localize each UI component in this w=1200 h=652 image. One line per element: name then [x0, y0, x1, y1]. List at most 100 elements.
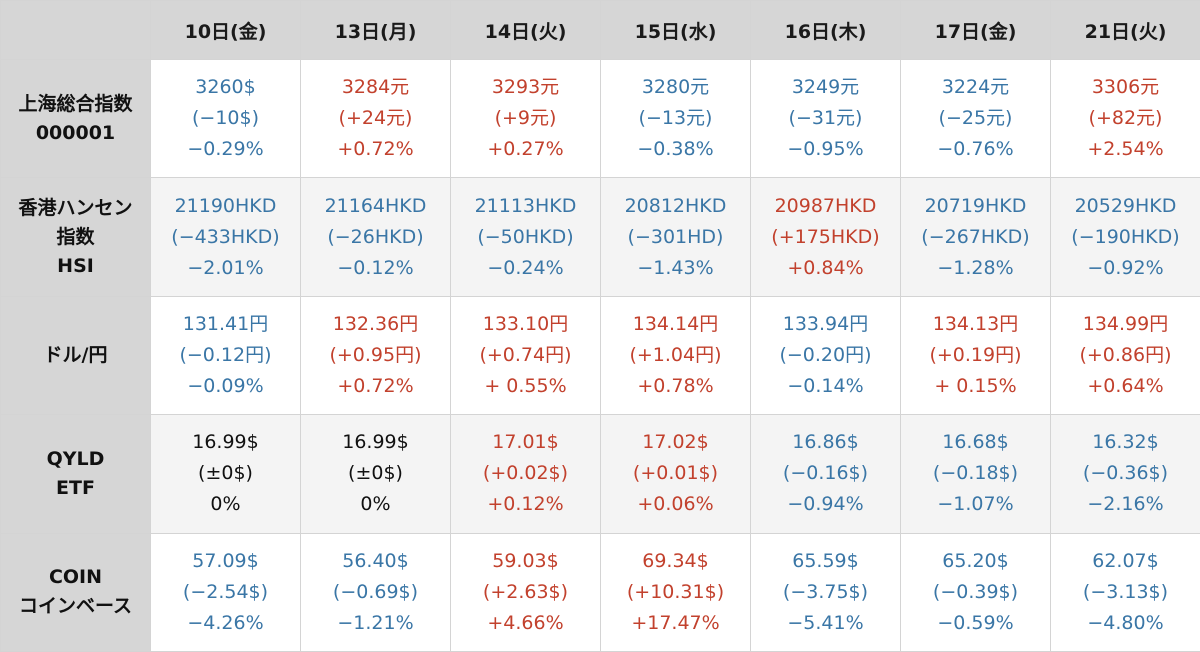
percent-change: +2.54% — [1087, 138, 1164, 161]
price-value: 16.32$ — [1092, 431, 1159, 454]
day-header: 15日(水) — [600, 0, 751, 60]
instrument-label-line: ドル/円 — [43, 343, 108, 366]
instrument-row: QYLD ETF 16.99$ (±0$) 0% 16.99$ (±0$) 0% 17.01$ (… — [0, 414, 1200, 534]
price-change: (+0.02$) — [482, 462, 569, 485]
price-change: (+10.31$) — [626, 580, 725, 603]
percent-change: +0.78% — [637, 374, 714, 397]
price-value: 21190HKD — [174, 194, 277, 217]
instrument-row: 香港ハンセン 指数 HSI 21190HKD (−433HKD) −2.01% 21164H… — [0, 177, 1200, 297]
price-value: 16.86$ — [792, 431, 859, 454]
price-value: 3293元 — [491, 76, 560, 99]
header-row: 10日(金) 13日(月) 14日(火) 15日(水) 16日(木) 17日(金… — [0, 0, 1200, 60]
price-value: 20812HKD — [624, 194, 727, 217]
price-change: (+2.63$) — [482, 580, 569, 603]
price-change: (+0.74円) — [479, 343, 572, 366]
price-value: 17.02$ — [642, 431, 709, 454]
instrument-label: QYLD ETF — [0, 414, 151, 534]
day-header: 16日(木) — [750, 0, 901, 60]
price-cell: 20719HKD (−267HKD) −1.28% — [900, 177, 1051, 297]
price-cell: 69.34$ (+10.31$) +17.47% — [600, 532, 751, 652]
price-value: 134.13円 — [932, 312, 1019, 335]
price-value: 16.99$ — [342, 431, 409, 454]
price-change: (−0.12円) — [179, 343, 272, 366]
price-value: 3280元 — [641, 76, 710, 99]
price-change: (−26HKD) — [327, 225, 424, 248]
price-value: 62.07$ — [1092, 549, 1159, 572]
price-cell: 59.03$ (+2.63$) +4.66% — [450, 532, 601, 652]
price-value: 57.09$ — [192, 549, 259, 572]
price-change: (−267HKD) — [921, 225, 1030, 248]
price-change: (−0.16$) — [782, 462, 869, 485]
market-body: 上海総合指数 000001 3260$ (−10$) −0.29% 3284元 (+24元)… — [0, 58, 1200, 652]
price-cell: 17.02$ (+0.01$) +0.06% — [600, 414, 751, 534]
percent-change: +0.12% — [487, 493, 564, 516]
price-change: (−3.75$) — [782, 580, 869, 603]
price-change: (+24元) — [338, 107, 413, 130]
price-cell: 20529HKD (−190HKD) −0.92% — [1050, 177, 1200, 297]
percent-change: +0.84% — [787, 256, 864, 279]
price-value: 20719HKD — [924, 194, 1027, 217]
price-value: 132.36円 — [332, 312, 419, 335]
price-cell: 134.99円 (+0.86円) +0.64% — [1050, 295, 1200, 416]
percent-change: −0.94% — [787, 493, 864, 516]
price-change: (−13元) — [638, 107, 713, 130]
corner-cell — [0, 0, 151, 60]
price-cell: 16.99$ (±0$) 0% — [150, 414, 301, 534]
percent-change: +0.27% — [487, 138, 564, 161]
instrument-label: 上海総合指数 000001 — [0, 58, 151, 179]
price-value: 3249元 — [791, 76, 860, 99]
price-value: 20529HKD — [1074, 194, 1177, 217]
price-cell: 20812HKD (−301HD) −1.43% — [600, 177, 751, 297]
percent-change: −0.09% — [187, 374, 264, 397]
percent-change: −0.95% — [787, 138, 864, 161]
percent-change: −2.01% — [187, 256, 264, 279]
price-cell: 3306元 (+82元) +2.54% — [1050, 58, 1200, 179]
price-cell: 133.94円 (−0.20円) −0.14% — [750, 295, 901, 416]
price-cell: 17.01$ (+0.02$) +0.12% — [450, 414, 601, 534]
price-cell: 20987HKD (+175HKD) +0.84% — [750, 177, 901, 297]
price-value: 3284元 — [341, 76, 410, 99]
percent-change: −1.21% — [337, 611, 414, 634]
instrument-label: COIN コインベース — [0, 532, 151, 652]
price-value: 16.68$ — [942, 431, 1009, 454]
day-header: 13日(月) — [300, 0, 451, 60]
price-change: (−50HKD) — [477, 225, 574, 248]
percent-change: −1.43% — [637, 256, 714, 279]
day-header: 10日(金) — [150, 0, 301, 60]
price-change: (−0.69$) — [332, 580, 419, 603]
price-cell: 57.09$ (−2.54$) −4.26% — [150, 532, 301, 652]
price-change: (+1.04円) — [629, 343, 722, 366]
percent-change: +0.64% — [1087, 374, 1164, 397]
percent-change: −0.14% — [787, 374, 864, 397]
price-change: (−25元) — [938, 107, 1013, 130]
percent-change: +0.72% — [337, 374, 414, 397]
price-value: 20987HKD — [774, 194, 877, 217]
percent-change: −0.59% — [937, 611, 1014, 634]
price-cell: 65.59$ (−3.75$) −5.41% — [750, 532, 901, 652]
price-value: 3306元 — [1091, 76, 1160, 99]
price-cell: 3293元 (+9元) +0.27% — [450, 58, 601, 179]
instrument-label-line: COIN — [48, 566, 103, 589]
percent-change: +0.72% — [337, 138, 414, 161]
price-value: 69.34$ — [642, 549, 709, 572]
price-value: 21164HKD — [324, 194, 427, 217]
price-cell: 3280元 (−13元) −0.38% — [600, 58, 751, 179]
instrument-row: ドル/円 131.41円 (−0.12円) −0.09% 132.36円 (+0.95円)… — [0, 295, 1200, 416]
price-change: (−190HKD) — [1071, 225, 1180, 248]
price-value: 133.10円 — [482, 312, 569, 335]
price-change: (+0.95円) — [329, 343, 422, 366]
price-change: (−2.54$) — [182, 580, 269, 603]
price-cell: 62.07$ (−3.13$) −4.80% — [1050, 532, 1200, 652]
price-cell: 134.13円 (+0.19円) + 0.15% — [900, 295, 1051, 416]
price-value: 134.99円 — [1082, 312, 1169, 335]
instrument-row: COIN コインベース 57.09$ (−2.54$) −4.26% 56.40$ (−0.… — [0, 532, 1200, 652]
price-change: (+9元) — [494, 107, 557, 130]
price-value: 133.94円 — [782, 312, 869, 335]
price-change: (±0$) — [348, 462, 403, 485]
price-value: 65.20$ — [942, 549, 1009, 572]
price-change: (−31元) — [788, 107, 863, 130]
instrument-label-line: 香港ハンセン — [18, 196, 133, 219]
price-cell: 3249元 (−31元) −0.95% — [750, 58, 901, 179]
price-cell: 21190HKD (−433HKD) −2.01% — [150, 177, 301, 297]
price-change: (−10$) — [191, 107, 259, 130]
